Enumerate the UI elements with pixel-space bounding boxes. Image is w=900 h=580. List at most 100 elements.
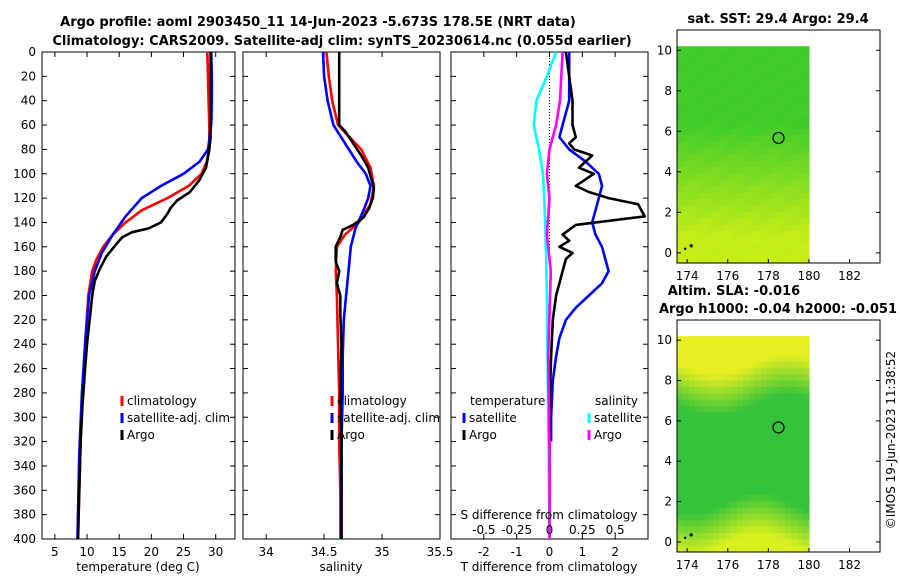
- legend-label: climatology: [127, 394, 197, 408]
- heatmap-cell: [790, 167, 798, 175]
- legend-label: Argo: [127, 428, 155, 442]
- heatmap-cell: [700, 386, 708, 394]
- heatmap-cell: [689, 494, 696, 502]
- heatmap-cell: [736, 539, 744, 547]
- heatmap-cell: [766, 205, 774, 213]
- heatmap-cell: [700, 199, 708, 207]
- heatmap-cell: [730, 469, 738, 477]
- heatmap-cell: [683, 494, 690, 502]
- heatmap-cell: [748, 412, 756, 420]
- heatmap-cell: [802, 380, 810, 388]
- heatmap-cell: [718, 393, 726, 401]
- heatmap-cell: [712, 192, 720, 200]
- heatmap-cell: [784, 532, 792, 540]
- heatmap-cell: [712, 501, 720, 509]
- heatmap-cell: [760, 469, 768, 477]
- heatmap-cell: [694, 405, 702, 413]
- heatmap-cell: [700, 186, 708, 194]
- heatmap-cell: [700, 526, 708, 534]
- heatmap-cell: [683, 386, 690, 394]
- heatmap-cell: [760, 65, 768, 73]
- heatmap-cell: [760, 380, 768, 388]
- heatmap-cell: [772, 224, 780, 232]
- heatmap-cell: [730, 342, 738, 350]
- heatmap-cell: [700, 482, 708, 490]
- heatmap-cell: [778, 342, 786, 350]
- y-tick-label: 20: [21, 69, 36, 83]
- heatmap-cell: [694, 103, 702, 111]
- heatmap-cell: [778, 463, 786, 471]
- heatmap-cell: [683, 532, 690, 540]
- heatmap-cell: [724, 482, 732, 490]
- heatmap-cell: [784, 65, 792, 73]
- heatmap-cell: [760, 532, 768, 540]
- heatmap-cell: [706, 526, 714, 534]
- heatmap-cell: [754, 205, 762, 213]
- heatmap-cell: [694, 243, 702, 251]
- heatmap-cell: [689, 256, 696, 264]
- heatmap-cell: [694, 71, 702, 79]
- heatmap-cell: [677, 103, 684, 111]
- heatmap-cell: [694, 141, 702, 149]
- heatmap-cell: [718, 231, 726, 239]
- heatmap-cell: [796, 539, 804, 547]
- heatmap-cell: [778, 444, 786, 452]
- heatmap-cell: [683, 374, 690, 382]
- heatmap-cell: [706, 218, 714, 226]
- heatmap-cell: [790, 374, 798, 382]
- heatmap-cell: [730, 513, 738, 521]
- heatmap-cell: [730, 367, 738, 375]
- heatmap-cell: [700, 494, 708, 502]
- heatmap-cell: [772, 218, 780, 226]
- heatmap-cell: [742, 450, 750, 458]
- heatmap-cell: [694, 399, 702, 407]
- heatmap-cell: [760, 437, 768, 445]
- heatmap-cell: [790, 141, 798, 149]
- heatmap-cell: [772, 367, 780, 375]
- y-tick-label: 280: [13, 386, 36, 400]
- heatmap-cell: [718, 224, 726, 232]
- heatmap-cell: [736, 116, 744, 124]
- heatmap-cell: [736, 160, 744, 168]
- y-tick-label: 8: [664, 84, 672, 98]
- heatmap-cell: [677, 129, 684, 137]
- heatmap-cell: [706, 180, 714, 188]
- heatmap-cell: [706, 90, 714, 98]
- heatmap-cell: [718, 256, 726, 264]
- heatmap-cell: [700, 231, 708, 239]
- heatmap-cell: [772, 380, 780, 388]
- heatmap-cell: [748, 437, 756, 445]
- heatmap-cell: [748, 122, 756, 130]
- y-tick-label: 220: [13, 313, 36, 327]
- heatmap-cell: [748, 494, 756, 502]
- heatmap-cell: [766, 386, 774, 394]
- heatmap-cell: [712, 237, 720, 245]
- heatmap-cell: [772, 192, 780, 200]
- heatmap-cell: [748, 135, 756, 143]
- heatmap-cell: [772, 173, 780, 181]
- heatmap-cell: [754, 348, 762, 356]
- heatmap-cell: [796, 507, 804, 515]
- heatmap-cell: [689, 380, 696, 388]
- heatmap-cell: [712, 135, 720, 143]
- heatmap-cell: [772, 393, 780, 401]
- heatmap-cell: [694, 192, 702, 200]
- heatmap-cell: [802, 243, 810, 251]
- heatmap-cell: [683, 211, 690, 219]
- heatmap-cell: [766, 129, 774, 137]
- heatmap-cell: [748, 58, 756, 66]
- heatmap-cell: [724, 520, 732, 528]
- heatmap-cell: [802, 348, 810, 356]
- heatmap-cell: [766, 256, 774, 264]
- heatmap-cell: [796, 520, 804, 528]
- heatmap-cell: [754, 437, 762, 445]
- heatmap-cell: [730, 374, 738, 382]
- heatmap-cell: [694, 46, 702, 54]
- heatmap-cell: [683, 380, 690, 388]
- heatmap-cell: [700, 173, 708, 181]
- heatmap-cell: [718, 418, 726, 426]
- heatmap-cell: [724, 444, 732, 452]
- heatmap-cell: [689, 116, 696, 124]
- heatmap-cell: [742, 412, 750, 420]
